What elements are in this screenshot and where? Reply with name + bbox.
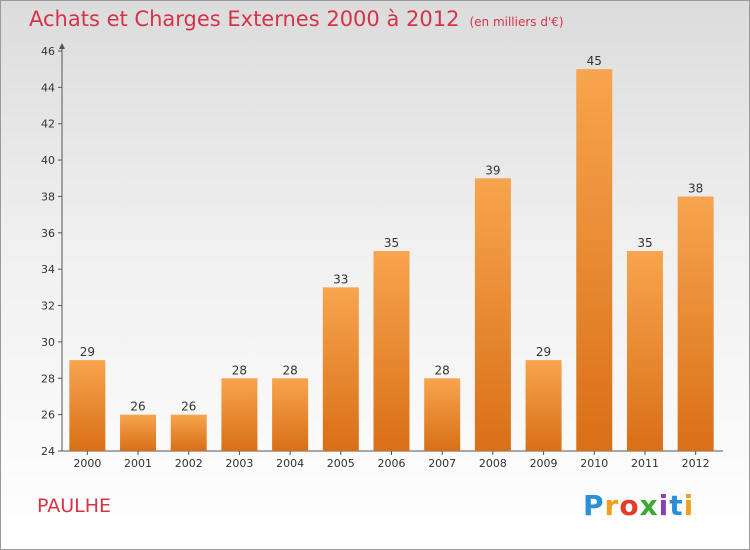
x-tick-label: 2002 bbox=[175, 457, 203, 470]
chart-unit-label: (en milliers d'€) bbox=[469, 15, 564, 29]
bar bbox=[373, 251, 410, 451]
logo-letter: r bbox=[604, 489, 620, 522]
x-tick-label: 2005 bbox=[327, 457, 355, 470]
bar bbox=[120, 414, 157, 451]
y-tick-label: 30 bbox=[41, 336, 55, 349]
bar-value-label: 38 bbox=[688, 181, 703, 195]
logo-letter: x bbox=[639, 489, 659, 522]
bar bbox=[474, 178, 511, 452]
y-tick-label: 42 bbox=[41, 118, 55, 131]
x-tick-label: 2006 bbox=[378, 457, 406, 470]
bar-value-label: 35 bbox=[384, 236, 399, 250]
y-tick-label: 40 bbox=[41, 154, 55, 167]
bar-value-label: 28 bbox=[282, 363, 297, 377]
y-tick-label: 26 bbox=[41, 409, 55, 422]
logo-letter: i bbox=[683, 489, 695, 522]
bar bbox=[322, 287, 359, 451]
bar-value-label: 39 bbox=[485, 163, 500, 177]
bar bbox=[272, 378, 309, 451]
chart-title: Achats et Charges Externes 2000 à 2012 (e… bbox=[29, 7, 564, 31]
logo-letter: t bbox=[669, 489, 684, 522]
bar bbox=[221, 378, 258, 451]
bar-value-label: 26 bbox=[130, 400, 145, 414]
y-axis-arrow bbox=[59, 43, 65, 49]
x-tick-label: 2012 bbox=[682, 457, 710, 470]
logo-letter: i bbox=[658, 489, 670, 522]
bar-value-label: 28 bbox=[435, 363, 450, 377]
bar bbox=[626, 251, 663, 451]
y-tick-label: 38 bbox=[41, 190, 55, 203]
x-tick-label: 2009 bbox=[530, 457, 558, 470]
x-tick-label: 2001 bbox=[124, 457, 152, 470]
bar-value-label: 29 bbox=[536, 345, 551, 359]
bar-value-label: 45 bbox=[587, 54, 602, 68]
x-tick-label: 2000 bbox=[73, 457, 101, 470]
x-tick-label: 2011 bbox=[631, 457, 659, 470]
x-tick-label: 2003 bbox=[225, 457, 253, 470]
x-tick-label: 2004 bbox=[276, 457, 304, 470]
bar bbox=[69, 360, 106, 451]
logo-letter: o bbox=[619, 489, 640, 522]
bar-value-label: 26 bbox=[181, 400, 196, 414]
y-tick-label: 34 bbox=[41, 263, 55, 276]
bar-value-label: 28 bbox=[232, 363, 247, 377]
x-tick-label: 2008 bbox=[479, 457, 507, 470]
x-tick-label: 2010 bbox=[580, 457, 608, 470]
x-tick-label: 2007 bbox=[428, 457, 456, 470]
y-tick-label: 44 bbox=[41, 81, 55, 94]
bar bbox=[525, 360, 562, 451]
y-tick-label: 32 bbox=[41, 300, 55, 313]
logo-letter: P bbox=[583, 489, 605, 522]
bar-value-label: 29 bbox=[80, 345, 95, 359]
proxiti-logo: Proxiti bbox=[583, 489, 694, 522]
bar-value-label: 35 bbox=[637, 236, 652, 250]
bar bbox=[424, 378, 461, 451]
chart-title-text: Achats et Charges Externes 2000 à 2012 bbox=[29, 7, 460, 31]
bar bbox=[677, 196, 714, 451]
y-tick-label: 28 bbox=[41, 372, 55, 385]
commune-name: PAULHE bbox=[37, 495, 112, 517]
bar-value-label: 33 bbox=[333, 272, 348, 286]
y-tick-label: 24 bbox=[41, 445, 55, 458]
y-tick-label: 36 bbox=[41, 227, 55, 240]
bar bbox=[576, 69, 613, 451]
bar bbox=[170, 414, 207, 451]
y-tick-label: 46 bbox=[41, 45, 55, 58]
